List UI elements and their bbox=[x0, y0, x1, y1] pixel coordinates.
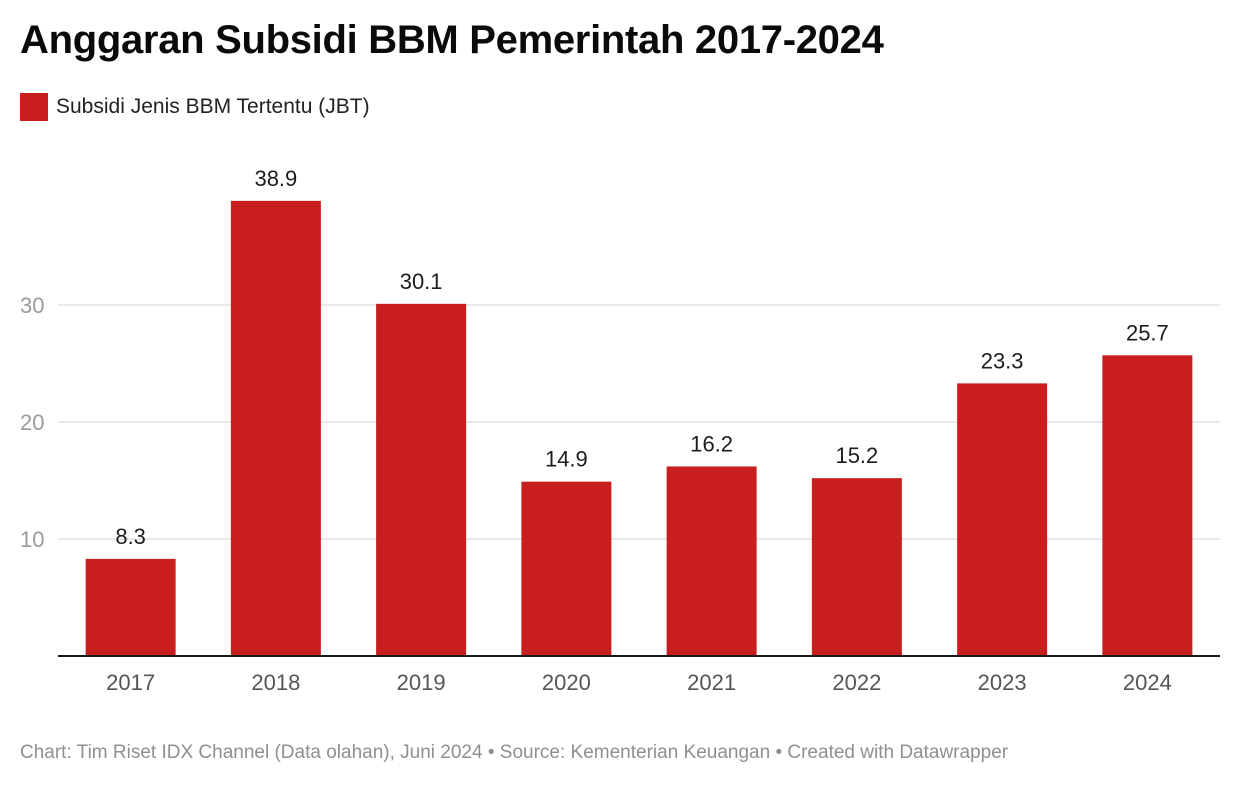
data-label-2020: 14.9 bbox=[545, 447, 588, 472]
chart-footer: Chart: Tim Riset IDX Channel (Data olaha… bbox=[20, 742, 1009, 763]
bar-2023 bbox=[957, 383, 1048, 656]
data-label-2024: 25.7 bbox=[1126, 320, 1169, 345]
y-tick-label-30: 30 bbox=[20, 293, 44, 318]
x-tick-label-2019: 2019 bbox=[397, 670, 446, 695]
data-label-2019: 30.1 bbox=[400, 269, 443, 294]
chart-title: Anggaran Subsidi BBM Pemerintah 2017-202… bbox=[20, 18, 884, 62]
y-tick-label-20: 20 bbox=[20, 410, 44, 435]
x-tick-label-2022: 2022 bbox=[832, 670, 881, 695]
x-tick-label-2020: 2020 bbox=[542, 670, 591, 695]
data-label-2021: 16.2 bbox=[690, 431, 733, 456]
y-tick-label-10: 10 bbox=[20, 527, 44, 552]
x-tick-label-2021: 2021 bbox=[687, 670, 736, 695]
x-tick-label-2018: 2018 bbox=[251, 670, 300, 695]
legend-label: Subsidi Jenis BBM Tertentu (JBT) bbox=[56, 95, 370, 118]
bar-2020 bbox=[521, 481, 612, 656]
legend: Subsidi Jenis BBM Tertentu (JBT) bbox=[20, 92, 370, 122]
data-label-2022: 15.2 bbox=[835, 443, 878, 468]
data-label-2023: 23.3 bbox=[981, 348, 1024, 373]
x-tick-label-2017: 2017 bbox=[106, 670, 155, 695]
bar-2022 bbox=[811, 478, 902, 656]
data-label-2018: 38.9 bbox=[254, 166, 297, 191]
bar-2024 bbox=[1102, 355, 1193, 656]
bar-2021 bbox=[666, 466, 757, 656]
bar-2017 bbox=[85, 558, 176, 656]
x-tick-label-2023: 2023 bbox=[978, 670, 1027, 695]
data-label-2017: 8.3 bbox=[115, 524, 146, 549]
legend-swatch bbox=[20, 93, 48, 121]
bar-2019 bbox=[376, 303, 467, 656]
x-tick-label-2024: 2024 bbox=[1123, 670, 1172, 695]
bar-2018 bbox=[230, 200, 321, 656]
